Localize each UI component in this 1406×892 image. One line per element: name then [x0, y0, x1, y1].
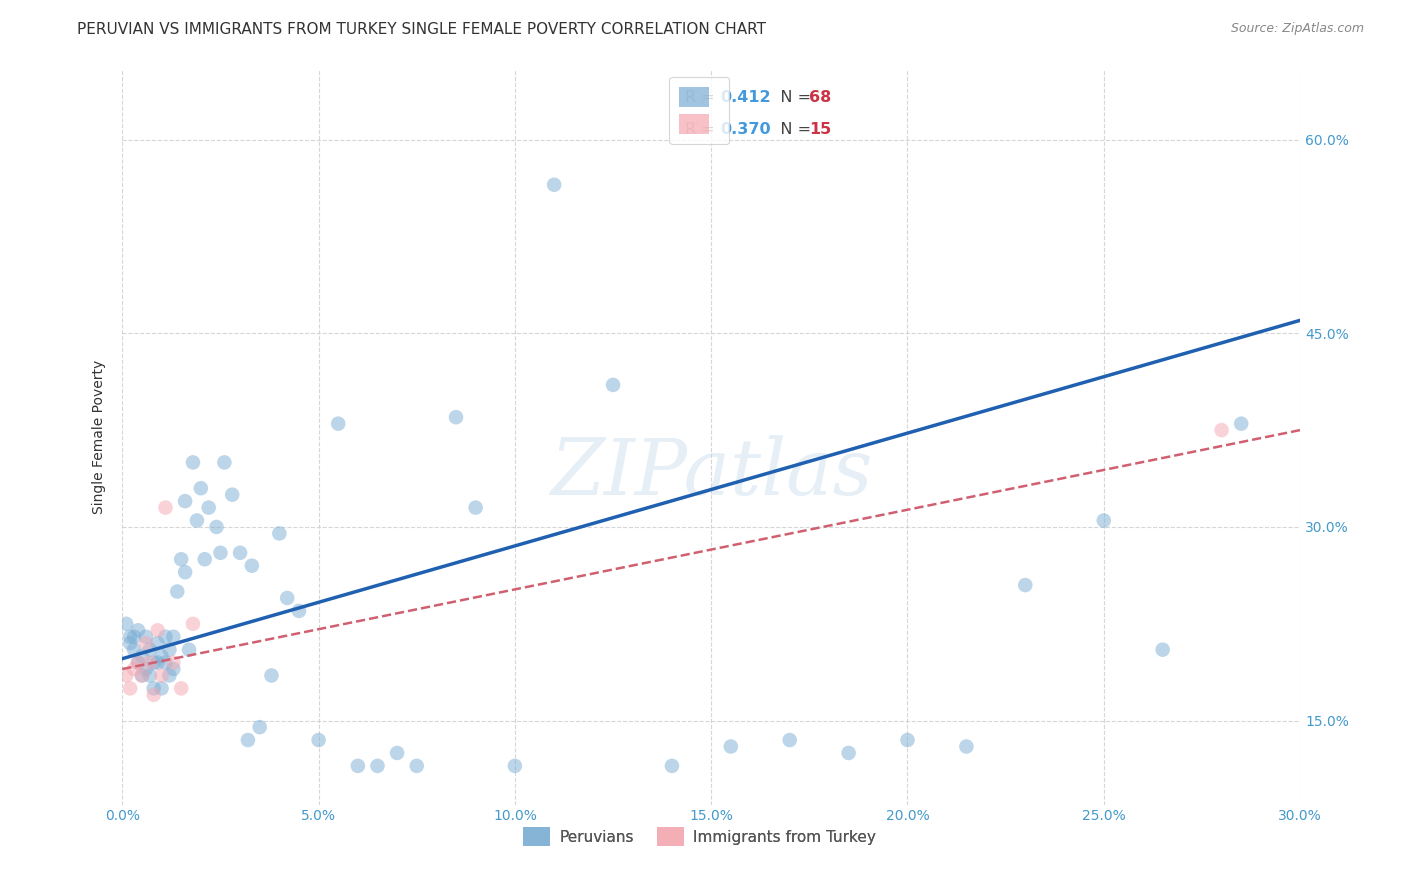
Point	[139, 656, 162, 670]
Point	[366, 759, 388, 773]
Point	[221, 488, 243, 502]
Point	[122, 630, 145, 644]
Point	[166, 584, 188, 599]
Point	[194, 552, 217, 566]
Text: N =: N =	[765, 122, 817, 136]
Point	[142, 656, 165, 670]
Point	[177, 642, 200, 657]
Text: 68: 68	[808, 90, 831, 105]
Point	[269, 526, 291, 541]
Point	[170, 681, 193, 696]
Point	[127, 656, 149, 670]
Point	[122, 642, 145, 657]
Point	[720, 739, 742, 754]
Point	[229, 546, 252, 560]
Point	[464, 500, 486, 515]
Point	[896, 733, 918, 747]
Point	[328, 417, 350, 431]
Point	[503, 759, 526, 773]
Point	[249, 720, 271, 734]
Point	[197, 500, 219, 515]
Point	[131, 668, 153, 682]
Point	[120, 636, 142, 650]
Point	[1230, 417, 1253, 431]
Point	[181, 455, 204, 469]
Point	[120, 681, 142, 696]
Point	[209, 546, 232, 560]
Text: Source: ZipAtlas.com: Source: ZipAtlas.com	[1230, 22, 1364, 36]
Point	[131, 668, 153, 682]
Point	[139, 642, 162, 657]
Point	[779, 733, 801, 747]
Point	[276, 591, 298, 605]
Point	[838, 746, 860, 760]
Point	[155, 500, 177, 515]
Point	[146, 656, 169, 670]
Point	[260, 668, 283, 682]
Point	[142, 681, 165, 696]
Point	[139, 668, 162, 682]
Point	[190, 481, 212, 495]
Point	[162, 662, 184, 676]
Point	[157, 642, 180, 657]
Point	[127, 656, 149, 670]
Point	[405, 759, 427, 773]
Point	[115, 668, 138, 682]
Text: R =: R =	[685, 90, 720, 105]
Text: 0.370: 0.370	[720, 122, 770, 136]
Point	[127, 624, 149, 638]
Point	[543, 178, 565, 192]
Point	[240, 558, 263, 573]
Point	[1211, 423, 1233, 437]
Point	[1092, 514, 1115, 528]
Point	[150, 668, 173, 682]
Point	[122, 662, 145, 676]
Y-axis label: Single Female Poverty: Single Female Poverty	[93, 359, 107, 514]
Point	[162, 630, 184, 644]
Point	[214, 455, 236, 469]
Text: 15: 15	[808, 122, 831, 136]
Text: R =: R =	[685, 122, 720, 136]
Legend: Peruvians, Immigrants from Turkey: Peruvians, Immigrants from Turkey	[516, 822, 883, 852]
Point	[308, 733, 330, 747]
Point	[146, 624, 169, 638]
Point	[205, 520, 228, 534]
Point	[347, 759, 370, 773]
Point	[135, 662, 157, 676]
Point	[135, 630, 157, 644]
Point	[1152, 642, 1174, 657]
Point	[131, 649, 153, 664]
Point	[170, 552, 193, 566]
Point	[602, 378, 624, 392]
Point	[150, 649, 173, 664]
Point	[955, 739, 977, 754]
Point	[174, 494, 197, 508]
Point	[1014, 578, 1036, 592]
Point	[236, 733, 259, 747]
Point	[288, 604, 311, 618]
Point	[142, 688, 165, 702]
Text: PERUVIAN VS IMMIGRANTS FROM TURKEY SINGLE FEMALE POVERTY CORRELATION CHART: PERUVIAN VS IMMIGRANTS FROM TURKEY SINGL…	[77, 22, 766, 37]
Point	[150, 681, 173, 696]
Point	[174, 565, 197, 579]
Point	[146, 636, 169, 650]
Point	[385, 746, 408, 760]
Text: N =: N =	[765, 90, 817, 105]
Point	[444, 410, 467, 425]
Text: ZIPatlas: ZIPatlas	[550, 435, 872, 511]
Text: 0.412: 0.412	[720, 90, 770, 105]
Point	[120, 630, 142, 644]
Point	[186, 514, 208, 528]
Point	[155, 630, 177, 644]
Point	[115, 616, 138, 631]
Point	[157, 668, 180, 682]
Point	[155, 656, 177, 670]
Point	[162, 656, 184, 670]
Point	[135, 636, 157, 650]
Point	[661, 759, 683, 773]
Point	[181, 616, 204, 631]
